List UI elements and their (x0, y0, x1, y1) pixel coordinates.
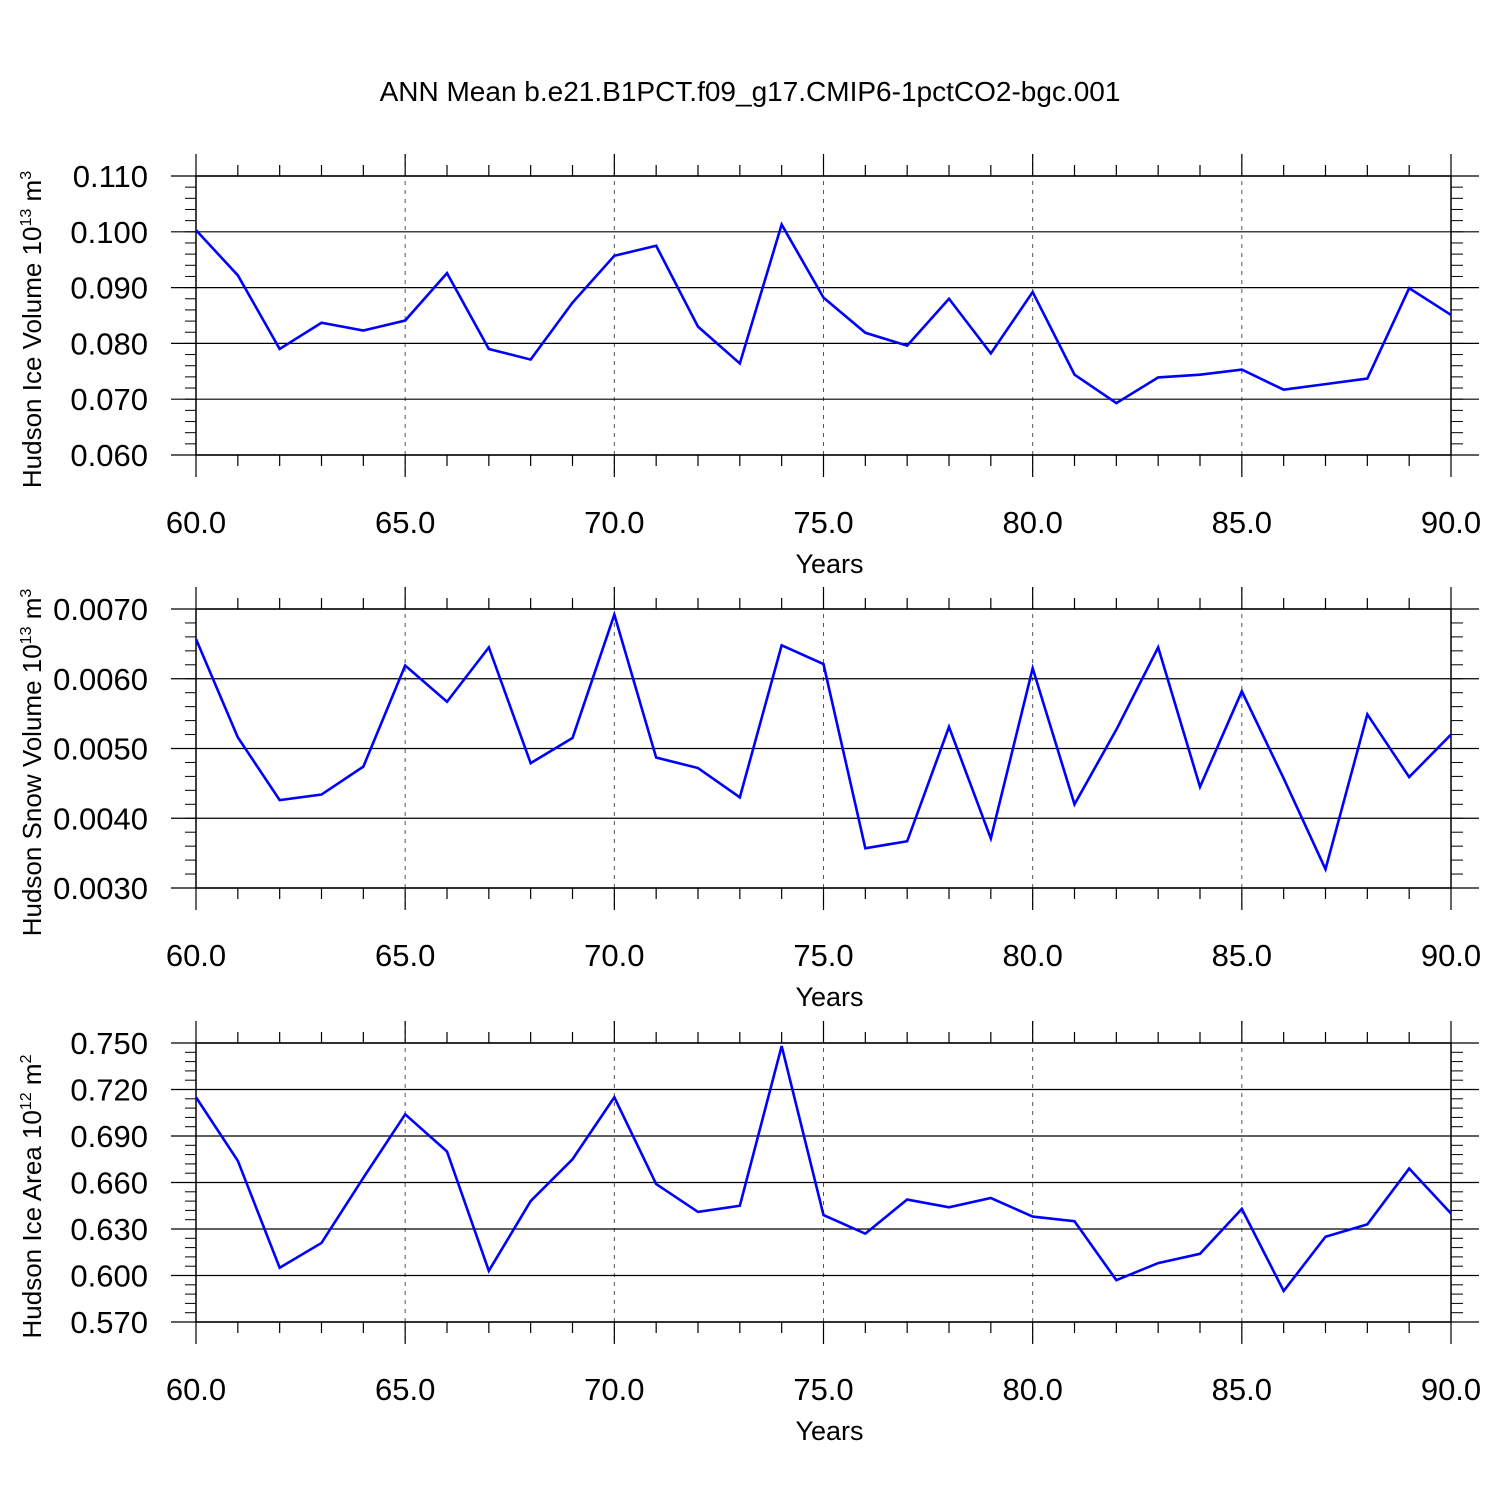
x-tick-label: 85.0 (1212, 505, 1272, 540)
x-tick-label: 90.0 (1421, 1372, 1481, 1407)
x-tick-label: 80.0 (1002, 505, 1062, 540)
y-tick-label: 0.110 (73, 159, 148, 194)
y-tick-label: 0.720 (70, 1073, 148, 1108)
y-tick-label: 0.090 (70, 271, 148, 306)
y-tick-label: 0.0050 (53, 732, 148, 767)
plot-frame (195, 1042, 1452, 1323)
x-axis-label: Years (795, 1416, 863, 1446)
panel-2: 0.0030 0.0040 0.0050 0.0060 0.0070 60.0 65.0 70… (17, 587, 1481, 1012)
y-tick-label: 0.060 (70, 438, 148, 473)
y-tick-label: 0.660 (70, 1166, 148, 1201)
x-tick-label: 90.0 (1421, 938, 1481, 973)
y-tick-label: 0.0040 (53, 801, 148, 836)
y-tick-label: 0.570 (70, 1305, 148, 1340)
x-tick-label: 60.0 (166, 938, 226, 973)
y-axis-label-part: m (17, 598, 47, 627)
y-axis-label: Hudson Ice Volume 1013 m3 (17, 171, 47, 488)
y-tick-label: 0.100 (70, 215, 148, 250)
x-tick-label: 80.0 (1002, 1372, 1062, 1407)
x-tick-label: 65.0 (375, 505, 435, 540)
y-axis-label: Hudson Snow Volume 1013 m3 (17, 589, 47, 937)
panel-1: 0.060 0.070 0.080 0.090 0.100 0.110 60.0 65.0 70… (17, 154, 1481, 579)
panel-3: 0.570 0.600 0.630 0.660 0.690 0.720 0.750 60.0 6… (17, 1021, 1481, 1446)
x-tick-label: 70.0 (584, 505, 644, 540)
x-axis-label: Years (795, 982, 863, 1012)
series-line (194, 610, 1452, 873)
y-axis-label-part: Hudson Ice Area 10 (17, 1110, 47, 1338)
chart-title: ANN Mean b.e21.B1PCT.f09_g17.CMIP6-1pctC… (379, 76, 1121, 107)
y-axis-label-part: 2 (18, 1054, 35, 1063)
x-tick-label: 70.0 (584, 938, 644, 973)
x-tick-label: 75.0 (793, 1372, 853, 1407)
y-axis-label-part: Hudson Snow Volume 10 (17, 644, 47, 936)
x-tick-label: 85.0 (1212, 1372, 1272, 1407)
x-tick-label: 60.0 (166, 505, 226, 540)
x-tick-label: 90.0 (1421, 505, 1481, 540)
y-axis-label-part: 3 (18, 589, 35, 598)
x-axis-label: Years (795, 549, 863, 579)
y-tick-label: 0.690 (70, 1119, 148, 1154)
series-line (194, 1045, 1452, 1294)
x-tick-label: 80.0 (1002, 938, 1062, 973)
x-tick-label: 65.0 (375, 938, 435, 973)
y-tick-label: 0.080 (70, 326, 148, 361)
x-tick-label: 60.0 (166, 1372, 226, 1407)
y-tick-label: 0.0070 (53, 592, 148, 627)
y-axis-label-part: m (17, 180, 47, 209)
y-tick-label: 0.630 (70, 1212, 148, 1247)
x-tick-label: 85.0 (1212, 938, 1272, 973)
y-axis-label-part: 12 (18, 1092, 35, 1110)
y-tick-label: 0.600 (70, 1259, 148, 1294)
y-tick-label: 0.750 (70, 1026, 148, 1061)
y-axis-label-part: Hudson Ice Volume 10 (17, 226, 47, 488)
series-line (195, 221, 1452, 405)
y-tick-label: 0.070 (70, 382, 148, 417)
y-axis-label: Hudson Ice Area 1012 m2 (17, 1054, 47, 1338)
x-tick-label: 70.0 (584, 1372, 644, 1407)
x-tick-label: 75.0 (793, 938, 853, 973)
y-axis-label-part: 13 (18, 209, 35, 227)
y-tick-label: 0.0060 (53, 662, 148, 697)
y-axis-label-part: 13 (18, 626, 35, 644)
x-tick-label: 65.0 (375, 1372, 435, 1407)
x-tick-label: 75.0 (793, 505, 853, 540)
plot-frame (195, 608, 1452, 889)
y-axis-label-part: m (17, 1063, 47, 1092)
plot-frame (195, 175, 1452, 456)
y-axis-label-part: 3 (18, 171, 35, 180)
y-tick-label: 0.0030 (53, 871, 148, 906)
